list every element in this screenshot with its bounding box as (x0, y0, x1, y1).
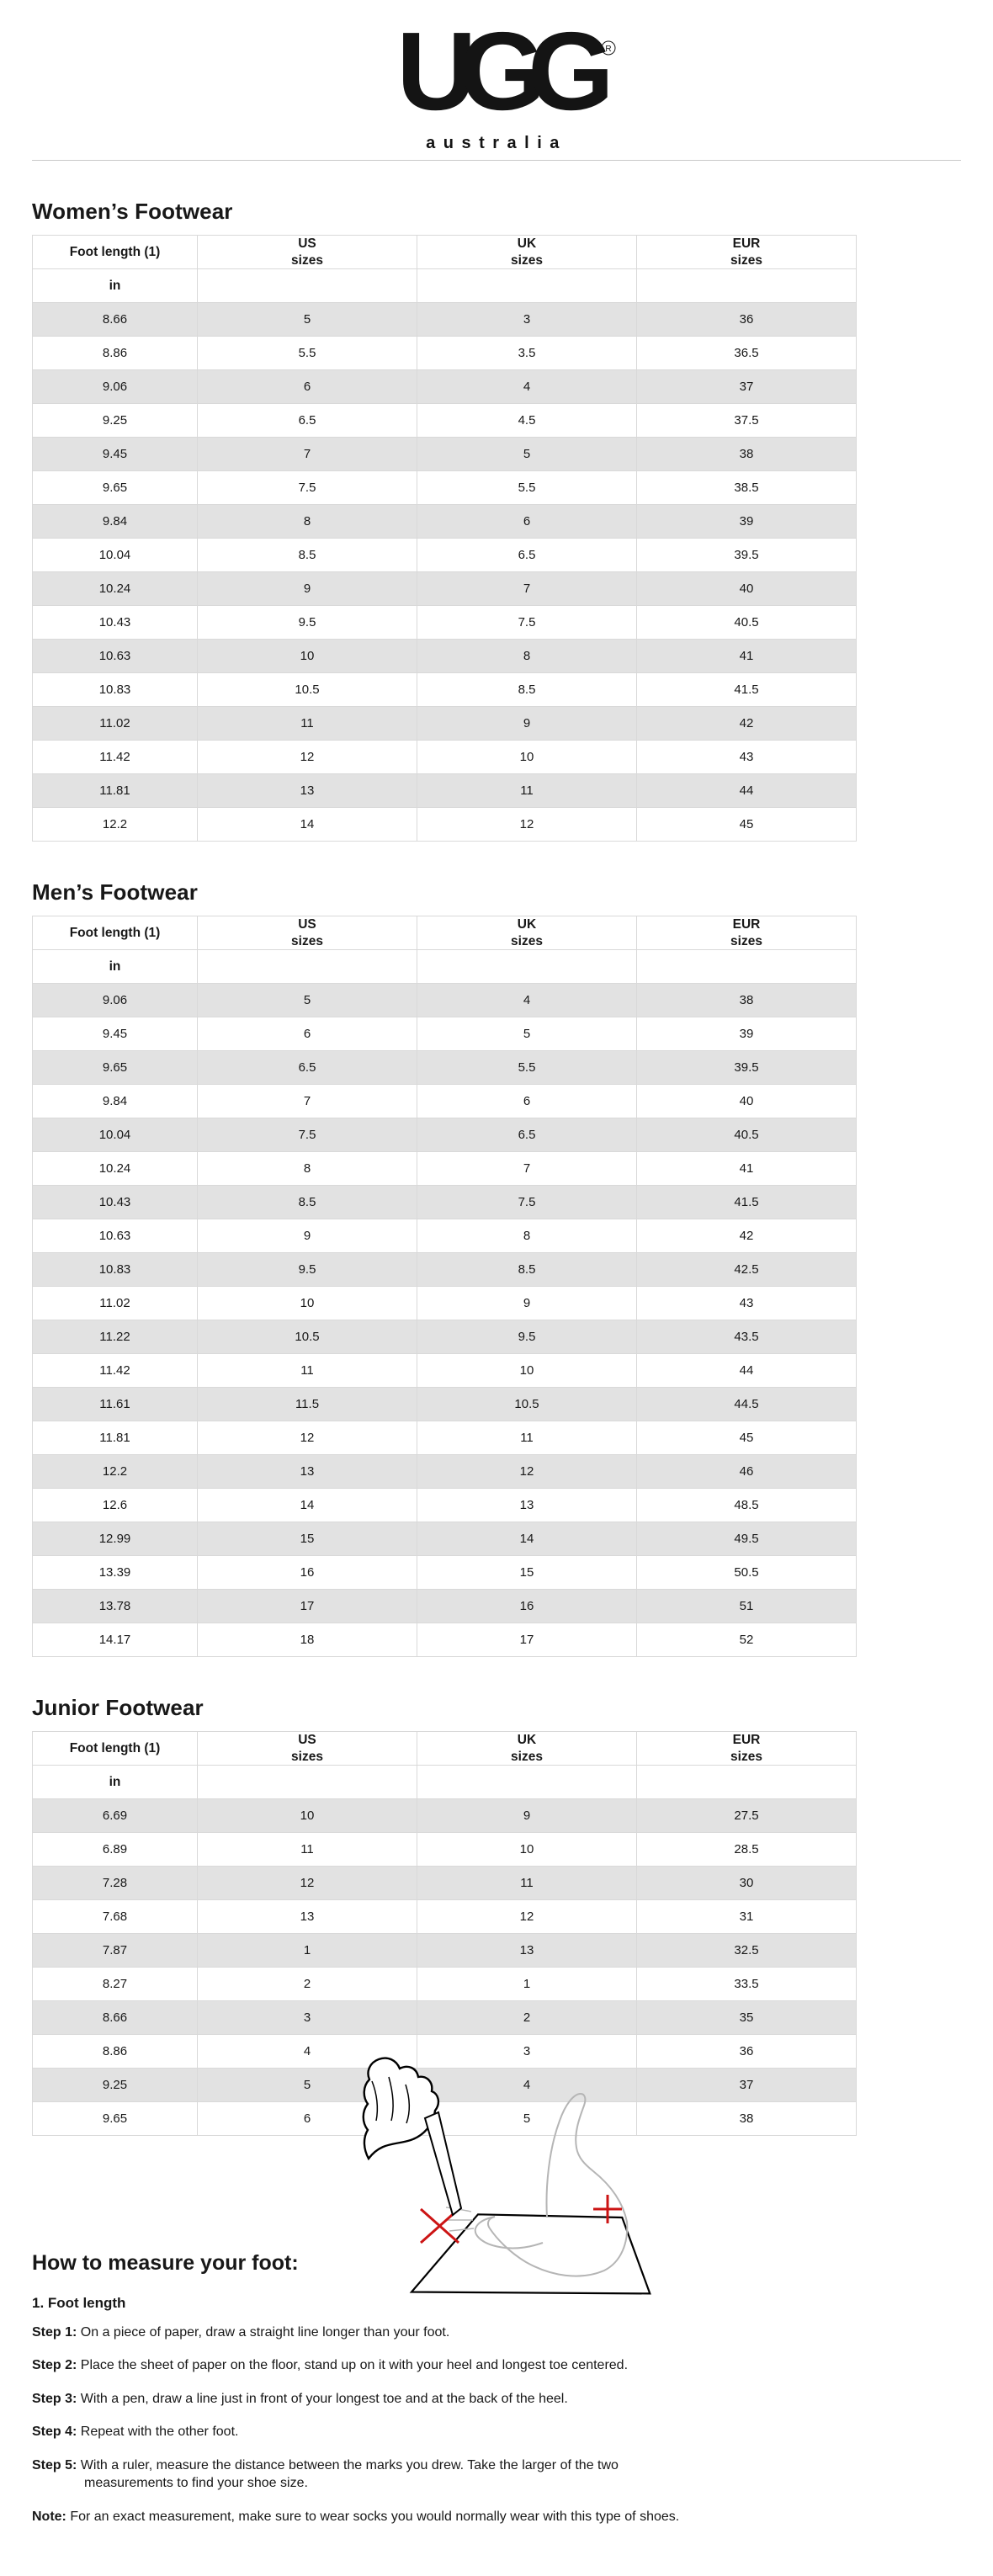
svg-text:R: R (605, 45, 611, 54)
